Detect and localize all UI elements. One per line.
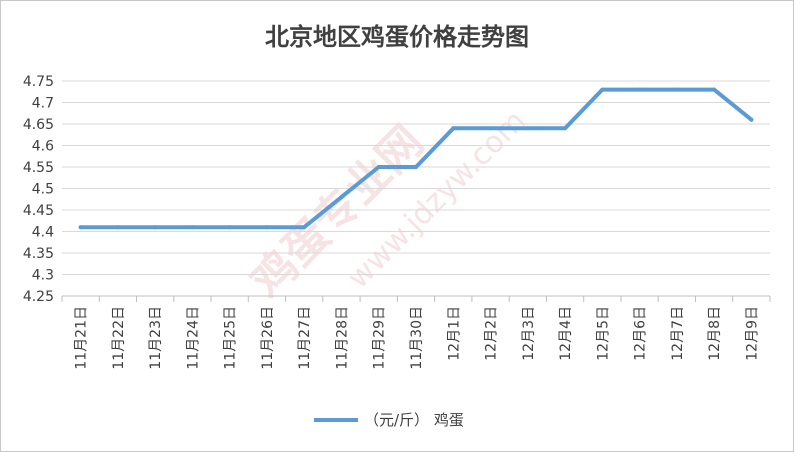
data-point [451, 126, 456, 131]
x-tick-label: 12月5日 [595, 306, 611, 361]
data-point [264, 225, 269, 230]
x-tick-label: 12月7日 [670, 306, 686, 361]
y-tick-label: 4.45 [23, 203, 54, 219]
data-point [414, 165, 418, 169]
gridlines [62, 80, 770, 297]
data-point [712, 87, 717, 92]
x-tick-label: 11月23日 [148, 306, 164, 370]
chart-title: 北京地区鸡蛋价格走势图 [265, 23, 529, 51]
y-tick-label: 4.7 [32, 96, 54, 112]
y-tick-label: 4.75 [23, 74, 54, 90]
legend-label: （元/斤） 鸡蛋 [364, 411, 464, 429]
data-point [563, 126, 568, 131]
x-tick-label: 12月6日 [633, 306, 649, 361]
x-tick-label: 11月26日 [260, 306, 276, 370]
x-tick-label: 11月24日 [185, 306, 201, 370]
x-tick-label: 11月21日 [74, 306, 90, 370]
data-point [78, 225, 83, 230]
data-point [525, 126, 530, 131]
data-point [153, 225, 158, 230]
x-tick-label: 12月2日 [484, 306, 500, 361]
data-point [227, 225, 232, 230]
x-tick-label: 11月28日 [334, 306, 350, 370]
data-point [339, 195, 344, 200]
y-tick-label: 4.65 [23, 117, 54, 133]
x-tick-label: 11月27日 [297, 306, 313, 370]
data-point [488, 126, 493, 131]
y-tick-label: 4.3 [32, 268, 54, 284]
y-tick-label: 4.25 [23, 289, 54, 305]
y-axis-ticks: 4.25 4.3 4.35 4.4 4.45 4.5 4.55 4.6 4.65 4.7 4.75 [23, 74, 54, 305]
watermark: 鸡蛋专业网 www.jdzyw.com [242, 104, 533, 308]
x-axis-ticks: 11月21日 11月22日 11月23日 11月24日 11月25日 11月26日 11月2… [61, 296, 771, 370]
series-layer [78, 87, 754, 230]
y-tick-label: 4.55 [23, 160, 54, 176]
x-tick-label: 11月29日 [372, 306, 388, 370]
data-point [674, 87, 679, 92]
data-point [749, 117, 754, 122]
y-tick-label: 4.35 [23, 246, 54, 262]
x-tick-label: 12月8日 [707, 306, 723, 361]
data-point [600, 87, 605, 92]
data-point [302, 225, 307, 230]
data-point [190, 225, 195, 230]
data-point [115, 225, 120, 230]
y-tick-label: 4.5 [32, 182, 54, 198]
legend: （元/斤） 鸡蛋 [314, 411, 464, 429]
x-tick-label: 12月9日 [744, 306, 760, 361]
x-tick-label: 11月25日 [223, 306, 239, 370]
x-tick-label: 12月4日 [558, 306, 574, 361]
data-point [376, 165, 381, 169]
y-tick-label: 4.4 [32, 225, 54, 241]
x-tick-label: 11月30日 [409, 306, 425, 370]
data-point [637, 87, 642, 92]
x-tick-label: 11月22日 [111, 306, 127, 370]
y-tick-label: 4.6 [32, 139, 54, 155]
x-tick-label: 12月1日 [446, 306, 462, 361]
x-tick-label: 12月3日 [521, 306, 537, 361]
